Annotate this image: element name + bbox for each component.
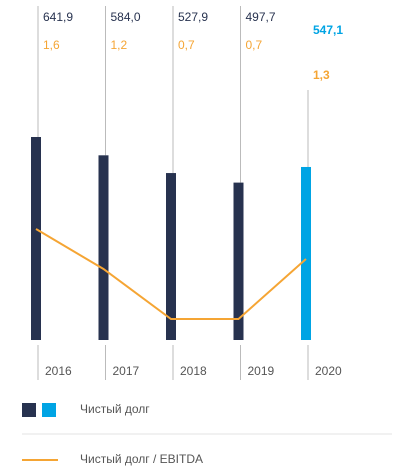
- line-value-label: 0,7: [178, 38, 195, 52]
- bar-value-label: 547,1: [313, 23, 343, 37]
- x-tick-label: 2017: [113, 364, 140, 378]
- legend-swatch: [22, 403, 36, 417]
- bar: [166, 173, 176, 340]
- legend-swatch: [42, 403, 56, 417]
- line: [35, 228, 307, 320]
- bar-value-label: 497,7: [246, 10, 276, 24]
- line-value-label: 0,7: [246, 38, 263, 52]
- bar-value-label: 641,9: [43, 10, 73, 24]
- legend-label: Чистый долг: [80, 402, 150, 416]
- line-value-label: 1,6: [43, 38, 60, 52]
- bar: [98, 155, 109, 340]
- x-tick-label: 2018: [180, 364, 207, 378]
- legend-label: Чистый долг / EBITDA: [80, 452, 203, 466]
- x-tick-label: 2019: [248, 364, 275, 378]
- line-value-label: 1,2: [111, 38, 128, 52]
- bar: [233, 182, 244, 340]
- line-value-label: 1,3: [313, 68, 330, 82]
- bar-value-label: 527,9: [178, 10, 208, 24]
- x-tick-label: 2020: [315, 364, 342, 378]
- bar-value-label: 584,0: [111, 10, 141, 24]
- bar: [301, 166, 311, 340]
- bar: [31, 137, 41, 340]
- x-tick-label: 2016: [45, 364, 72, 378]
